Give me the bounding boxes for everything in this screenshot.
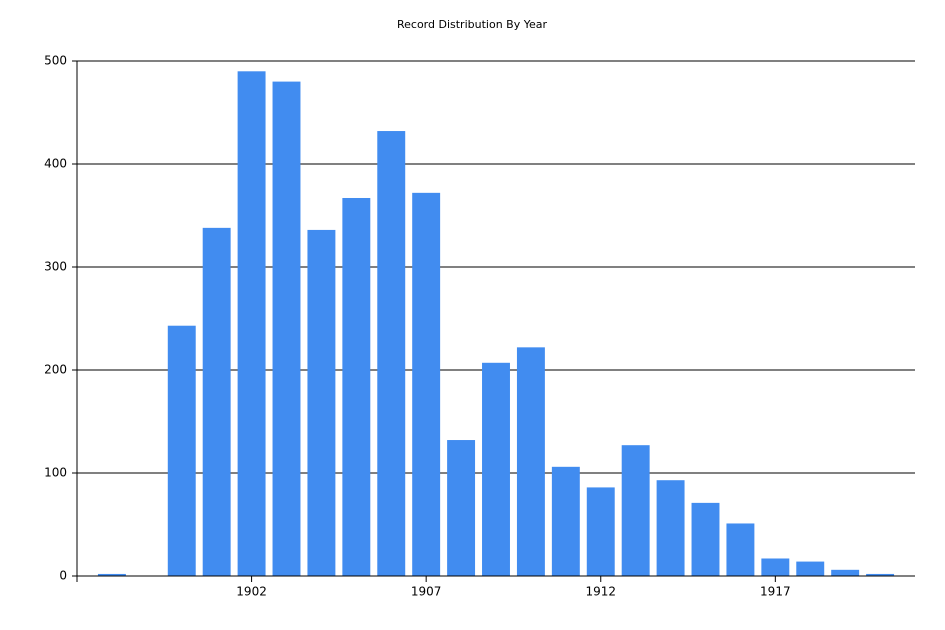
bar <box>516 347 545 576</box>
y-tick-label: 200 <box>44 363 67 377</box>
bar <box>447 440 476 576</box>
bar <box>482 362 510 576</box>
bar <box>307 229 336 577</box>
y-tick-label: 0 <box>59 569 67 583</box>
x-tick-label: 1912 <box>585 585 616 599</box>
bar <box>831 569 860 576</box>
bar <box>656 480 685 576</box>
bar <box>202 227 231 577</box>
bar <box>377 131 406 577</box>
y-tick-label: 300 <box>44 260 67 274</box>
bar <box>551 466 580 576</box>
y-tick-label: 500 <box>44 54 67 68</box>
bar <box>796 561 825 576</box>
bar <box>342 197 371 577</box>
bar <box>621 445 650 576</box>
bar <box>167 325 196 576</box>
bar <box>691 502 720 576</box>
y-tick-label: 400 <box>44 157 67 171</box>
x-tick-label: 1907 <box>411 585 442 599</box>
bar <box>97 573 126 576</box>
bar <box>412 192 441 576</box>
bar <box>272 81 301 576</box>
bar <box>586 487 615 576</box>
bar <box>866 573 895 576</box>
x-tick-label: 1902 <box>236 585 267 599</box>
bar <box>761 558 790 576</box>
chart-title: Record Distribution By Year <box>397 18 547 31</box>
bar <box>726 523 755 576</box>
y-tick-label: 100 <box>44 466 67 480</box>
x-tick-label: 1917 <box>760 585 791 599</box>
bar <box>237 71 266 577</box>
